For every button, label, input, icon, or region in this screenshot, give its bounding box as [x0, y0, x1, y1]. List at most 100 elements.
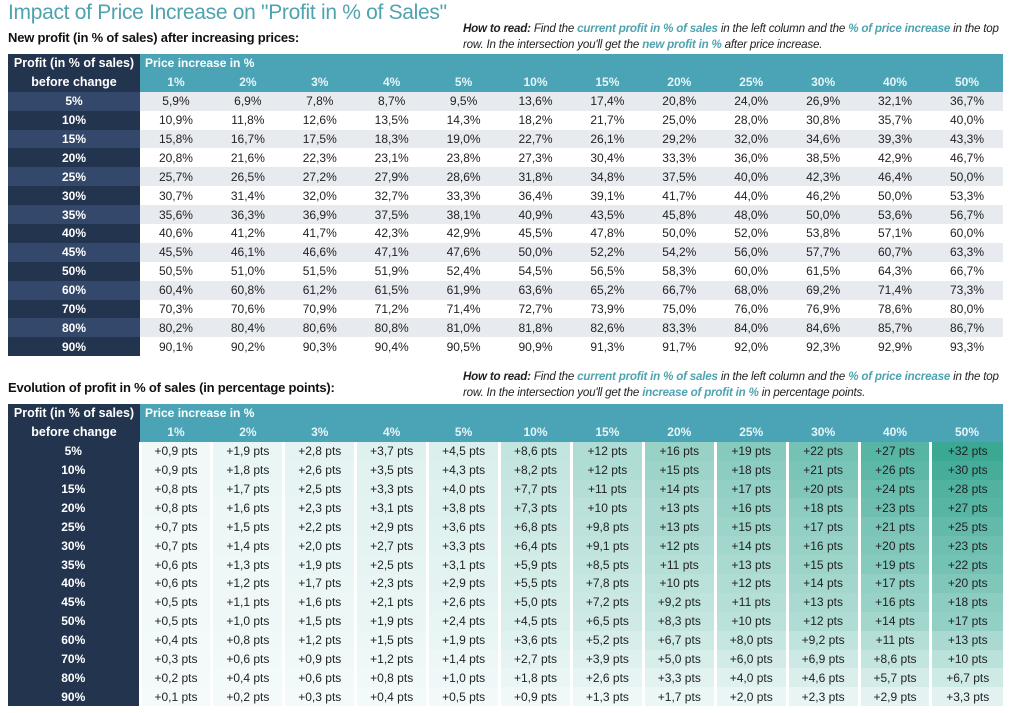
row-label: 15% — [8, 479, 140, 499]
table-cell: 19,0% — [427, 129, 500, 149]
table-cell: 31,8% — [499, 167, 572, 187]
table-cell: +27 pts — [857, 441, 931, 461]
table-row: 30% 30,7% 31,4% 32,0% 32,7% 33,3% 36,4% 39,1% 41… — [8, 186, 1003, 206]
table-cell: +16 pts — [641, 441, 716, 461]
table-cell: 7,8% — [283, 91, 356, 111]
table-cell: +4,0 pts — [426, 479, 500, 499]
table-cell: +19 pts — [857, 555, 931, 575]
table-cell: +2,4 pts — [426, 611, 500, 631]
howto-highlight: % of price increase — [848, 370, 951, 383]
howto-highlight: % of price increase — [848, 22, 951, 35]
table-cell: 46,2% — [787, 186, 860, 206]
column-header: 15% — [571, 72, 644, 92]
table-cell: +0,7 pts — [138, 536, 212, 556]
table-cell: 64,3% — [859, 261, 931, 281]
table-cell: 27,2% — [283, 167, 356, 187]
table-cell: +3,6 pts — [426, 517, 500, 537]
table-cell: +4,3 pts — [426, 460, 500, 480]
table-row: 25% 25,7% 26,5% 27,2% 27,9% 28,6% 31,8% 34,8% 37… — [8, 167, 1003, 187]
howto-text: in the top row. In the intersection you'… — [463, 370, 999, 399]
table-cell: +0,5 pts — [426, 687, 500, 707]
table-cell: +9,2 pts — [641, 592, 716, 612]
corner-header-line2: before change — [8, 422, 140, 442]
table-cell: +7,8 pts — [569, 574, 644, 593]
column-header: 10% — [499, 422, 572, 442]
table-cell: 71,4% — [427, 299, 500, 319]
table-cell: 71,4% — [859, 280, 931, 300]
table-cell: 90,2% — [211, 337, 284, 357]
table-row: 60% +0,4 pts +0,8 pts +1,2 pts +1,5 pts +1,9 … — [8, 630, 1003, 650]
column-header: 2% — [211, 72, 284, 92]
table-cell: 46,1% — [211, 242, 284, 262]
table-cell: +0,6 pts — [138, 574, 212, 593]
table-cell: 34,8% — [571, 167, 644, 187]
table-cell: +1,8 pts — [210, 460, 284, 480]
table-cell: 25,7% — [140, 167, 212, 187]
table-cell: +14 pts — [713, 536, 788, 556]
row-label: 90% — [8, 687, 140, 707]
table-cell: 14,3% — [427, 110, 500, 130]
table-cell: 28,0% — [715, 110, 788, 130]
table-cell: 56,0% — [715, 242, 788, 262]
table-cell: 60,0% — [930, 224, 1003, 243]
table-cell: +1,7 pts — [210, 479, 284, 499]
table-cell: 17,5% — [283, 129, 356, 149]
table-row: 40% +0,6 pts +1,2 pts +1,7 pts +2,3 pts +2,9 … — [8, 574, 1003, 593]
table-cell: +17 pts — [929, 611, 1003, 631]
table-cell: 90,3% — [283, 337, 356, 357]
table-cell: 81,0% — [427, 318, 500, 338]
table-cell: 51,5% — [283, 261, 356, 281]
table-cell: 20,8% — [643, 91, 716, 111]
column-header: 5% — [427, 72, 500, 92]
row-label: 10% — [8, 110, 140, 130]
row-label: 80% — [8, 318, 140, 338]
table-cell: +3,7 pts — [354, 441, 428, 461]
table-cell: +9,2 pts — [785, 630, 860, 650]
table-cell: 30,7% — [140, 186, 212, 206]
column-header: 2% — [211, 422, 284, 442]
table-cell: +2,7 pts — [498, 649, 572, 669]
table-cell: 93,3% — [930, 337, 1003, 357]
table-cell: 70,6% — [211, 299, 284, 319]
table-cell: 42,9% — [859, 148, 931, 168]
table-cell: +1,4 pts — [426, 649, 500, 669]
table-cell: 80,0% — [930, 299, 1003, 319]
table-cell: 63,6% — [499, 280, 572, 300]
table-cell: +7,2 pts — [569, 592, 644, 612]
table-cell: +6,9 pts — [785, 649, 860, 669]
table-cell: 39,3% — [859, 129, 931, 149]
table-row: 40% 40,6% 41,2% 41,7% 42,3% 42,9% 45,5% 47,8% 50… — [8, 224, 1003, 243]
table-cell: 21,6% — [211, 148, 284, 168]
table-cell: +0,3 pts — [138, 649, 212, 669]
table-cell: 82,6% — [571, 318, 644, 338]
column-header: 20% — [643, 72, 716, 92]
table-cell: +3,3 pts — [929, 687, 1003, 707]
table-cell: +5,5 pts — [498, 574, 572, 593]
table-cell: +1,9 pts — [426, 630, 500, 650]
table-cell: +1,9 pts — [354, 611, 428, 631]
column-header: 3% — [283, 72, 356, 92]
table-cell: +22 pts — [929, 555, 1003, 575]
table-cell: +3,9 pts — [569, 649, 644, 669]
row-label: 45% — [8, 592, 140, 612]
table-cell: 6,9% — [211, 91, 284, 111]
table-row: 5% 5,9% 6,9% 7,8% 8,7% 9,5% 13,6% 17,4% 20,8% 24,… — [8, 91, 1003, 111]
table-cell: 60,8% — [211, 280, 284, 300]
table-cell: 38,5% — [787, 148, 860, 168]
table-cell: +4,5 pts — [426, 441, 500, 461]
table-row: 20% 20,8% 21,6% 22,3% 23,1% 23,8% 27,3% 30,4% 33… — [8, 148, 1003, 168]
table-cell: 66,7% — [643, 280, 716, 300]
table-cell: 23,1% — [355, 148, 428, 168]
table-cell: 50,5% — [140, 261, 212, 281]
table-cell: 53,8% — [787, 224, 860, 243]
corner-header: Profit (in % of sales) — [8, 54, 140, 73]
table-cell: 40,0% — [930, 110, 1003, 130]
row-label: 15% — [8, 129, 140, 149]
table-row: 30% +0,7 pts +1,4 pts +2,0 pts +2,7 pts +3,3 … — [8, 536, 1003, 556]
table-cell: +2,2 pts — [282, 517, 356, 537]
table-cell: +1,4 pts — [210, 536, 284, 556]
table-cell: 84,0% — [715, 318, 788, 338]
howto-lead: How to read: — [463, 370, 531, 383]
row-label: 20% — [8, 498, 140, 518]
table-cell: 20,8% — [140, 148, 212, 168]
